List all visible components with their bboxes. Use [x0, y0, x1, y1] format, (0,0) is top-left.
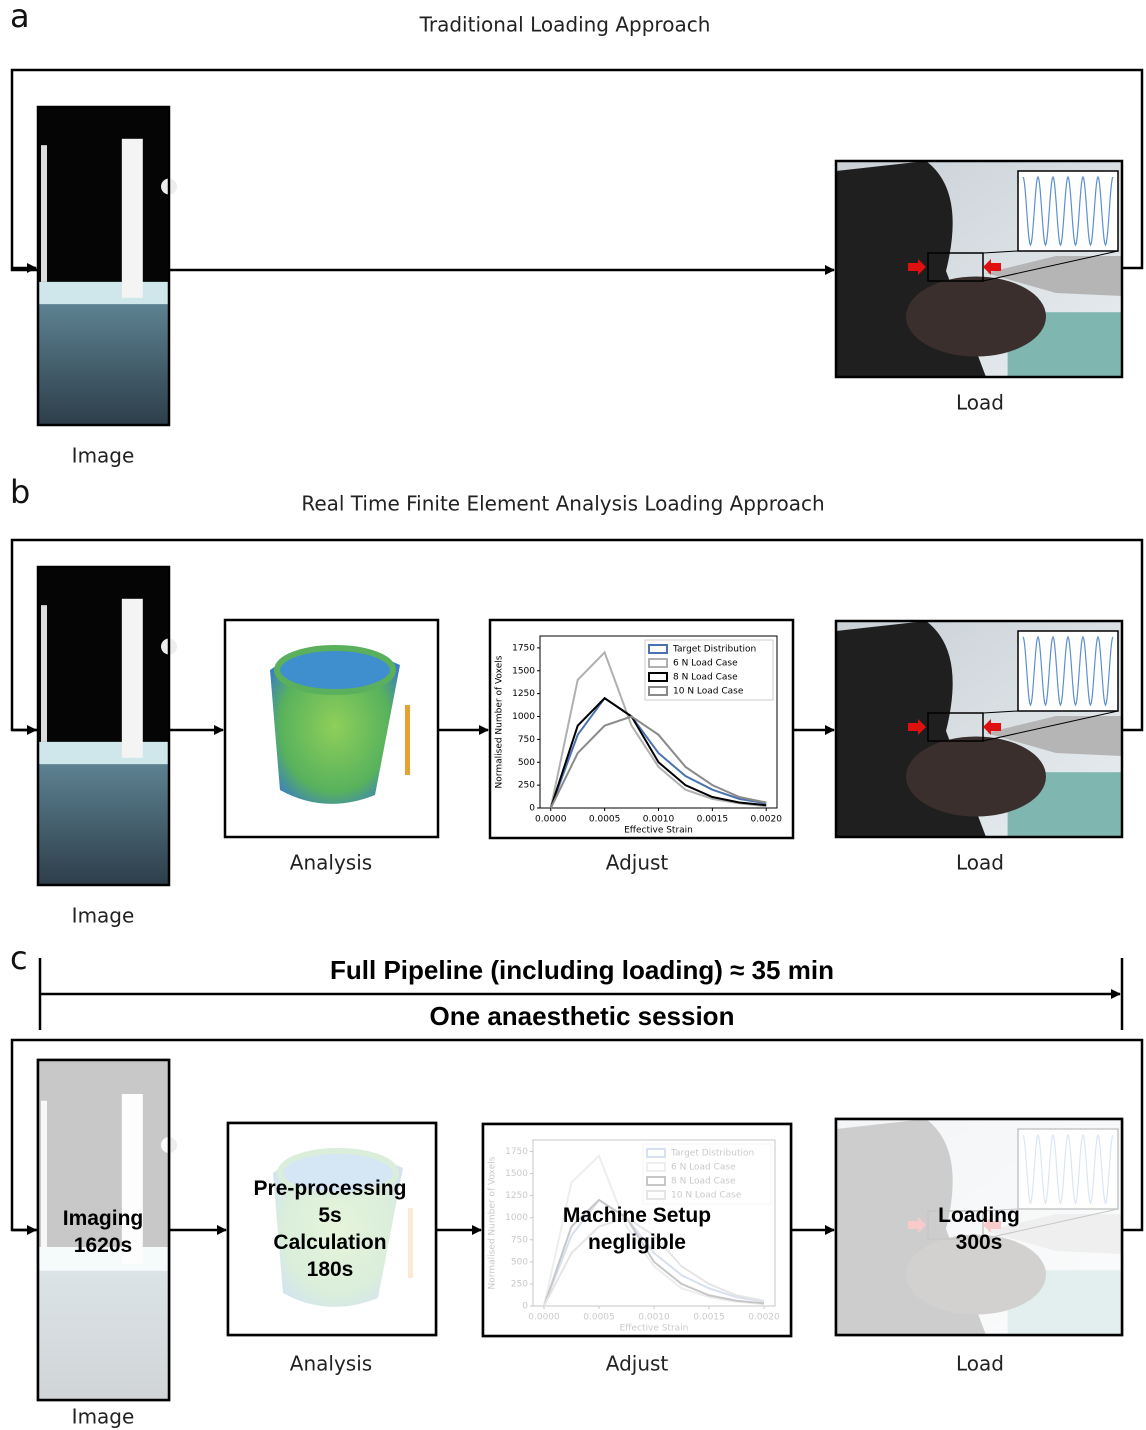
legend-label: 10 N Load Case	[673, 687, 744, 697]
inset	[1018, 171, 1118, 251]
caption: Adjust	[606, 1352, 669, 1376]
step-text: 1620s	[74, 1234, 132, 1257]
xray-left	[41, 605, 47, 742]
legend-label: 8 N Load Case	[673, 673, 738, 683]
y-tick-label: 250	[518, 781, 535, 791]
caption: Load	[956, 851, 1004, 875]
caption: Analysis	[290, 851, 372, 875]
panel-title: Traditional Loading Approach	[419, 13, 711, 37]
xray-dark	[38, 567, 169, 742]
y-axis-label: Normalised Number of Voxels	[495, 655, 505, 788]
step-text: Pre-processing	[254, 1177, 407, 1200]
xray-band	[38, 742, 169, 764]
xray-dark	[38, 107, 169, 282]
step-text: 180s	[307, 1258, 354, 1281]
legend-label: Target Distribution	[672, 645, 756, 655]
step-text: Imaging	[63, 1207, 144, 1230]
fade	[228, 1123, 436, 1335]
caption: Image	[72, 444, 135, 468]
legend-label: 6 N Load Case	[673, 659, 738, 669]
panel-title: Real Time Finite Element Analysis Loadin…	[301, 492, 824, 516]
figure: a Traditional Loading Approach Load Imag…	[0, 0, 1146, 1430]
y-tick-label: 1250	[512, 689, 535, 699]
step-text: Loading	[938, 1204, 1020, 1227]
screw	[122, 599, 143, 758]
mouse	[906, 737, 1046, 817]
caption: Load	[956, 391, 1004, 415]
caption: Image	[72, 904, 135, 928]
y-tick-label: 1500	[512, 666, 535, 676]
x-tick-label: 0.0015	[697, 815, 729, 825]
step-text: Machine Setup	[563, 1204, 711, 1227]
step-text: Calculation	[273, 1231, 386, 1254]
x-tick-label: 0.0005	[589, 815, 621, 825]
fade	[483, 1124, 791, 1336]
caption: Image	[72, 1405, 135, 1429]
caption: Adjust	[606, 851, 669, 875]
mouse	[906, 277, 1046, 357]
step-text: 5s	[318, 1204, 341, 1227]
screw	[122, 139, 143, 298]
x-tick-label: 0.0010	[643, 815, 675, 825]
timeline-title: Full Pipeline (including loading) ≈ 35 m…	[330, 955, 834, 985]
panel-label: b	[10, 473, 30, 511]
inset	[1018, 631, 1118, 711]
panel-a: a Traditional Loading Approach Load Imag…	[10, 0, 1142, 468]
caption: Load	[956, 1352, 1004, 1376]
xray-left	[41, 145, 47, 282]
y-tick-label: 500	[518, 758, 535, 768]
session-title: One anaesthetic session	[430, 1001, 735, 1031]
x-tick-label: 0.0000	[535, 815, 567, 825]
bone-top	[277, 648, 393, 692]
y-tick-label: 1750	[512, 643, 535, 653]
colorbar	[405, 705, 410, 775]
step-text: negligible	[588, 1231, 686, 1254]
y-tick-label: 1000	[512, 712, 535, 722]
panel-c: c Full Pipeline (including loading) ≈ 35…	[10, 939, 1142, 1429]
y-tick-label: 750	[518, 735, 535, 745]
caption: Analysis	[290, 1352, 372, 1376]
x-tick-label: 0.0020	[750, 815, 782, 825]
panel-b: b Real Time Finite Element Analysis Load…	[10, 473, 1142, 928]
panel-label: c	[10, 939, 28, 977]
xray-band	[38, 282, 169, 304]
panel-label: a	[10, 0, 30, 35]
step-text: 300s	[956, 1231, 1003, 1254]
y-tick-label: 0	[529, 804, 535, 814]
x-axis-label: Effective Strain	[624, 826, 693, 836]
